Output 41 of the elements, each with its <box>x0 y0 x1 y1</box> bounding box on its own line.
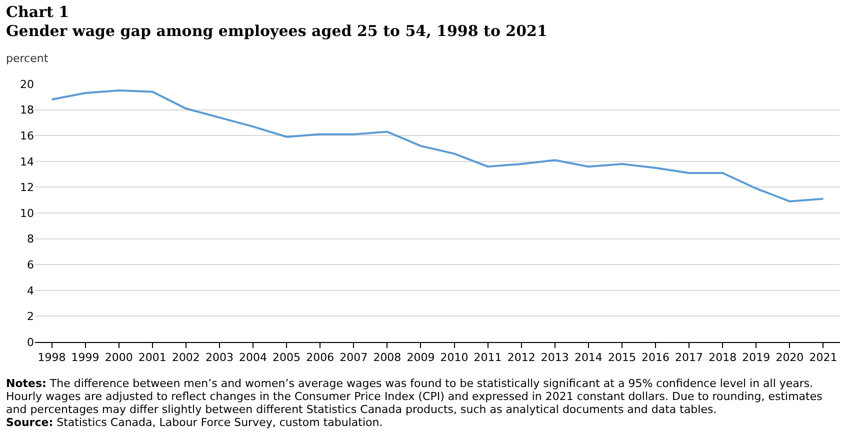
x-tick-label: 2003 <box>205 351 234 364</box>
x-tick-label: 2001 <box>138 351 166 364</box>
y-tick-label: 6 <box>27 258 34 272</box>
x-tick-label: 1998 <box>38 351 66 364</box>
y-tick-label: 0 <box>27 336 34 349</box>
y-tick-label: 16 <box>20 129 34 142</box>
x-tick-label: 2014 <box>574 351 602 364</box>
chart-title: Chart 1 <box>6 3 70 22</box>
x-tick-label: 2002 <box>172 351 200 364</box>
y-tick-label: 8 <box>27 232 34 246</box>
x-tick-label: 2012 <box>507 351 536 364</box>
y-tick-label: 10 <box>20 206 34 220</box>
y-tick-label: 18 <box>20 104 34 117</box>
y-tick-label: 4 <box>27 284 34 298</box>
x-tick-label: 2007 <box>340 351 368 364</box>
text: Notes: The difference between men’s and women’s average wages was found to be statistically significant at a 95% confidence level in all years. Hourly wages are adjusted to reflect changes in the Consumer Price Index (CPI) and expressed in 2021 constant dollars. Due to rounding, estimates and percentages may differ slightly between different Statistics Canada products, such as analytical documents and data tables. <box>6 377 824 416</box>
x-tick-label: 2004 <box>239 351 268 364</box>
y-axis-title: percent <box>6 52 48 65</box>
x-tick-label: 2015 <box>608 351 636 364</box>
chart-subtitle: Gender wage gap among employees aged 25 to 54, 1998 to 2021 <box>6 22 548 41</box>
x-tick-label: 2016 <box>642 351 670 364</box>
x-tick-label: 2019 <box>742 351 770 364</box>
x-tick-label: 2011 <box>474 351 502 364</box>
y-tick-label: 12 <box>20 181 34 194</box>
y-tick-label: 20 <box>20 78 34 91</box>
y-tick-label: 14 <box>20 155 34 168</box>
x-tick-label: 2017 <box>675 351 704 364</box>
x-tick-label: 2000 <box>104 351 133 364</box>
x-tick-label: 2006 <box>306 351 334 364</box>
line-series <box>50 89 824 202</box>
x-tick-label: 2020 <box>776 351 804 364</box>
x-tick-label: 2009 <box>406 351 435 364</box>
x-tick-label: 2021 <box>809 351 838 364</box>
source-note: Source: Statistics Canada, Labour Force Survey, custom tabulation. <box>6 416 384 429</box>
x-tick-label: 2013 <box>540 351 569 364</box>
x-tick-label: 2005 <box>272 351 301 364</box>
y-tick-label: 2 <box>27 310 34 324</box>
x-tick-label: 2018 <box>708 351 737 364</box>
x-tick-label: 1999 <box>71 351 100 364</box>
x-tick-label: 2010 <box>440 351 468 364</box>
x-tick-label: 2008 <box>373 351 402 364</box>
